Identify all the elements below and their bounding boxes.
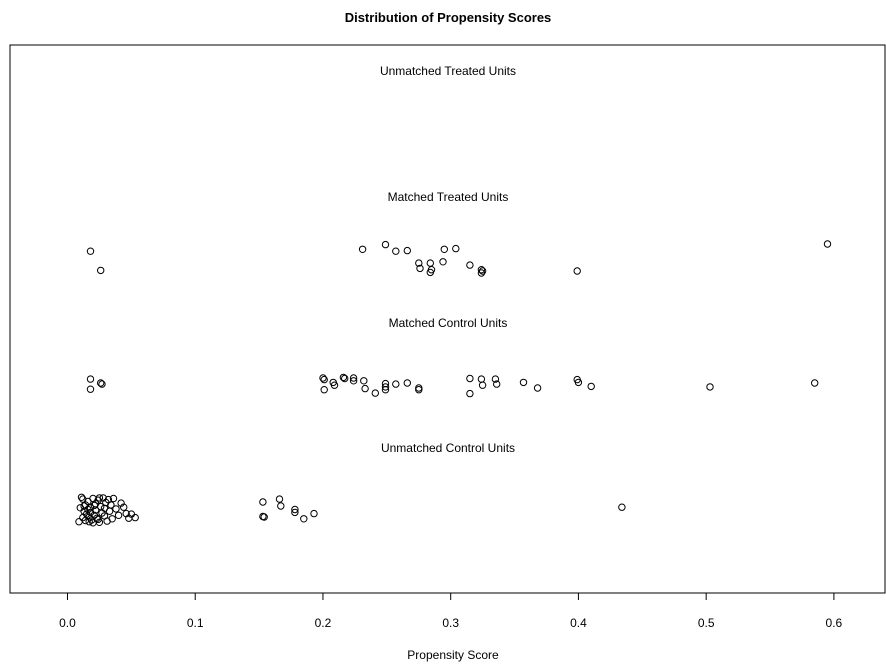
data-point — [349, 374, 358, 382]
data-point — [93, 514, 101, 522]
data-point — [100, 504, 109, 512]
data-point — [97, 266, 105, 275]
data-point — [98, 380, 106, 388]
data-point — [415, 259, 423, 267]
data-point — [85, 518, 93, 526]
data-point — [381, 240, 390, 249]
data-point — [466, 374, 474, 383]
group-labels: Unmatched Treated Units Matched Treated U… — [380, 64, 516, 455]
data-point — [259, 498, 267, 506]
data-point — [291, 505, 299, 514]
data-point — [416, 264, 424, 273]
data-point — [120, 503, 128, 511]
data-point — [91, 506, 100, 514]
data-point — [415, 386, 423, 394]
data-point — [76, 504, 85, 512]
chart-title: Distribution of Propensity Scores — [345, 10, 552, 25]
data-point — [320, 375, 328, 384]
data-point — [277, 502, 285, 510]
data-point — [109, 494, 118, 503]
data-point — [114, 511, 123, 519]
data-point — [108, 515, 116, 523]
data-point — [358, 245, 367, 254]
data-point — [349, 377, 358, 385]
data-point — [310, 509, 318, 518]
data-point — [452, 244, 460, 253]
data-point — [330, 381, 339, 389]
x-tick-label: 0.1 — [187, 616, 204, 630]
data-point — [573, 267, 581, 275]
group-label: Matched Treated Units — [388, 190, 509, 204]
data-point — [300, 515, 308, 523]
data-point — [86, 247, 95, 255]
data-point — [618, 503, 626, 511]
data-point — [440, 245, 448, 254]
data-point — [823, 240, 832, 248]
data-point — [86, 385, 95, 393]
data-point — [77, 493, 86, 501]
data-point — [341, 374, 349, 383]
x-tick-label: 0.6 — [826, 616, 843, 630]
data-point — [439, 258, 447, 266]
data-point — [403, 379, 411, 387]
data-point — [381, 386, 390, 394]
data-point — [361, 384, 369, 393]
data-point — [339, 373, 348, 382]
group-label: Unmatched Treated Units — [380, 64, 516, 78]
x-tick-label: 0.5 — [698, 616, 715, 630]
group-label: Unmatched Control Units — [381, 441, 515, 455]
data-point — [706, 383, 714, 391]
data-point — [403, 246, 411, 255]
data-point — [491, 375, 500, 383]
data-point — [112, 505, 120, 513]
data-point — [381, 383, 390, 391]
group-label: Matched Control Units — [389, 316, 508, 330]
data-point — [477, 269, 486, 277]
data-point — [320, 386, 328, 394]
x-axis-label: Propensity Score — [407, 648, 499, 662]
x-tick-label: 0.4 — [570, 616, 587, 630]
data-point — [427, 266, 436, 274]
data-point — [275, 495, 284, 503]
data-point — [478, 381, 487, 389]
x-tick-label: 0.2 — [315, 616, 332, 630]
data-point — [519, 378, 528, 387]
x-tick-label: 0.3 — [442, 616, 459, 630]
data-point — [75, 518, 83, 526]
data-point — [90, 501, 99, 510]
data-point — [86, 375, 95, 383]
data-point — [466, 261, 474, 269]
data-point — [117, 499, 125, 507]
data-point — [478, 267, 487, 275]
data-point — [466, 389, 474, 398]
data-point — [319, 374, 327, 382]
data-point — [533, 384, 542, 392]
data-point — [493, 380, 501, 388]
data-point — [360, 377, 368, 385]
points-layer — [75, 240, 832, 527]
data-point — [574, 378, 583, 387]
data-point — [131, 513, 139, 522]
x-axis: 0.0 0.1 0.2 0.3 0.4 0.5 0.6 — [59, 592, 843, 630]
x-tick-label: 0.0 — [59, 616, 76, 630]
data-point — [97, 379, 105, 387]
data-point — [392, 380, 400, 388]
data-point — [94, 515, 102, 524]
data-point — [291, 508, 299, 517]
data-point — [392, 247, 400, 255]
data-point — [587, 382, 595, 391]
data-point — [811, 379, 819, 387]
data-point — [95, 494, 104, 502]
data-point — [89, 519, 97, 527]
data-point — [80, 502, 88, 510]
data-point — [371, 389, 379, 397]
data-point — [260, 513, 268, 521]
data-point — [477, 266, 486, 274]
